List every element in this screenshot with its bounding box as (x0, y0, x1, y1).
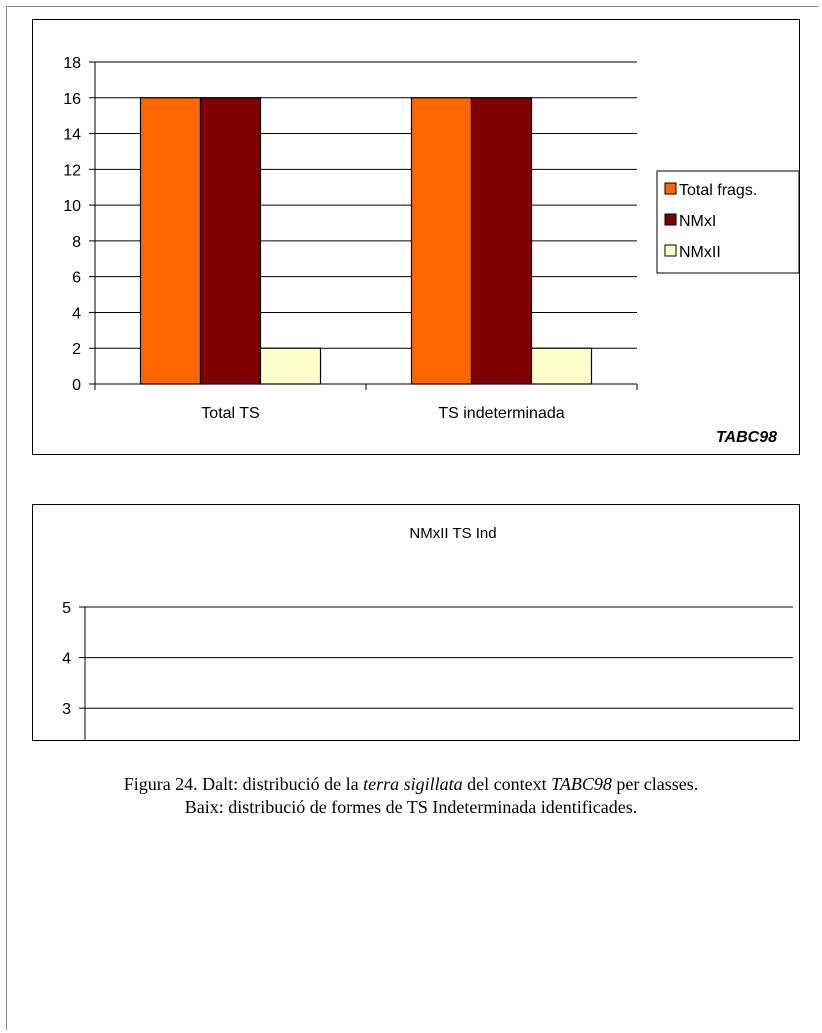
y-tick-label: 16 (63, 91, 81, 108)
y-tick-label: 5 (62, 600, 71, 617)
bar-total-frags--1 (410, 97, 473, 385)
bar-total-frags--0 (139, 97, 202, 385)
caption-text-1e: per classes. (611, 774, 699, 794)
chart-annotation: TABC98 (716, 429, 777, 446)
chart-2-frame: NMxII TS Ind012345Consp.4.1 (32, 504, 800, 897)
legend-swatch (664, 244, 677, 257)
y-tick-label: 3 (62, 701, 71, 718)
legend-label: NMxI (679, 213, 716, 230)
legend-swatch (664, 213, 677, 226)
x-category-label: Total TS (201, 405, 259, 422)
y-tick-label: 18 (63, 55, 81, 72)
y-tick-label: 8 (72, 234, 81, 251)
figure-caption: Figura 24. Dalt: distribució de la terra… (0, 773, 822, 819)
legend-label: NMxII (679, 244, 721, 261)
y-tick-label: 4 (72, 305, 81, 322)
caption-text-1c: del context (462, 774, 552, 794)
page-frame (6, 6, 818, 1030)
y-tick-label: 4 (62, 651, 71, 668)
chart-title: NMxII TS Ind (409, 525, 496, 542)
x-category-label: TS indeterminada (438, 405, 564, 422)
bar-nmxi-0 (199, 97, 262, 385)
caption-line-2: Baix: distribució de formes de TS Indete… (184, 797, 638, 817)
legend-label: Total frags. (679, 182, 757, 199)
caption-text-1d: TABC98 (551, 774, 612, 794)
bar-nmxi-1 (470, 97, 533, 385)
bar-nmxii-1 (530, 347, 593, 385)
y-tick-label: 14 (63, 127, 81, 144)
bar-nmxii-0 (259, 347, 322, 385)
legend-box (656, 170, 800, 274)
chart-1-frame: 0 2 4 6 8 10 12 14 16 18 Total TS TS indeterminada T… (32, 19, 800, 455)
legend-swatch (664, 182, 677, 195)
y-tick-label: 12 (63, 162, 81, 179)
y-tick-label: 2 (72, 341, 81, 358)
chart-2-svg: NMxII TS Ind012345Consp.4.1 (62, 525, 794, 897)
caption-text-1a: Figura 24. Dalt: distribució de la (123, 774, 364, 794)
y-tick-label: 0 (72, 377, 81, 394)
caption-text-1b: terra sigillata (363, 774, 463, 794)
y-tick-label: 10 (63, 198, 81, 215)
caption-line-1: Figura 24. Dalt: distribució de la terra… (0, 773, 822, 796)
y-tick-label: 6 (72, 270, 81, 287)
chart-1-svg: 0 2 4 6 8 10 12 14 16 18 Total TS TS indeterminada T… (63, 55, 800, 446)
